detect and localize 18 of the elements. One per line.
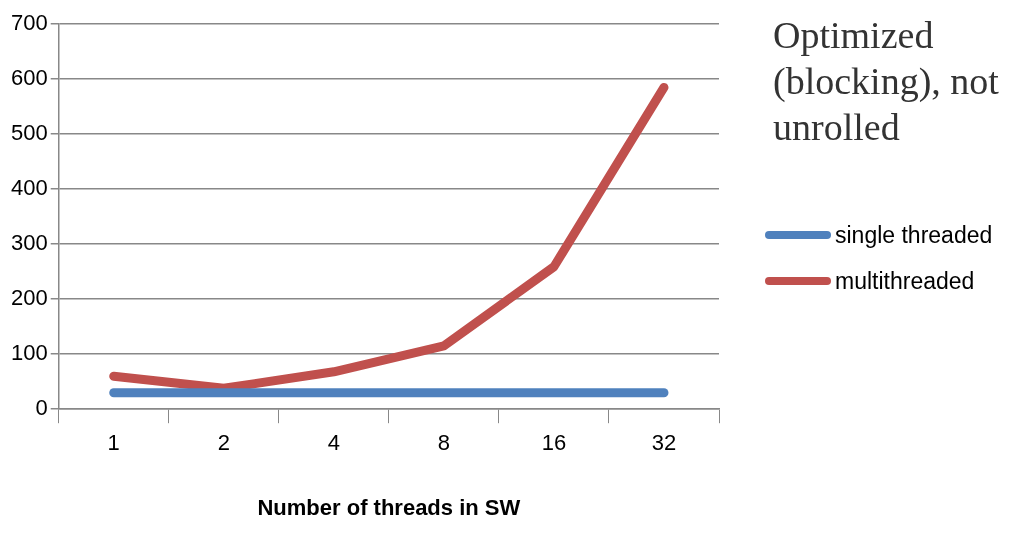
x-tick-label: 16	[541, 430, 567, 456]
y-tick-label: 400	[10, 175, 48, 201]
y-tick-label: 0	[35, 395, 48, 421]
y-tick-label: 700	[10, 10, 48, 36]
x-tick-label: 1	[107, 430, 120, 456]
x-tick-label: 4	[327, 430, 340, 456]
legend-label: multithreaded	[835, 267, 975, 295]
x-tick-label: 32	[651, 430, 677, 456]
x-axis-title: Number of threads in SW	[257, 494, 521, 520]
text: Optimized (blocking), not unrolled	[773, 13, 1000, 150]
y-tick-label: 500	[10, 120, 48, 146]
legend-label: single threaded	[835, 221, 993, 249]
x-tick-label: 8	[437, 430, 450, 456]
y-tick-label: 300	[10, 230, 48, 256]
y-tick-label: 600	[10, 65, 48, 91]
x-tick-label: 2	[217, 430, 230, 456]
y-tick-label: 100	[10, 340, 48, 366]
y-tick-label: 200	[10, 285, 48, 311]
